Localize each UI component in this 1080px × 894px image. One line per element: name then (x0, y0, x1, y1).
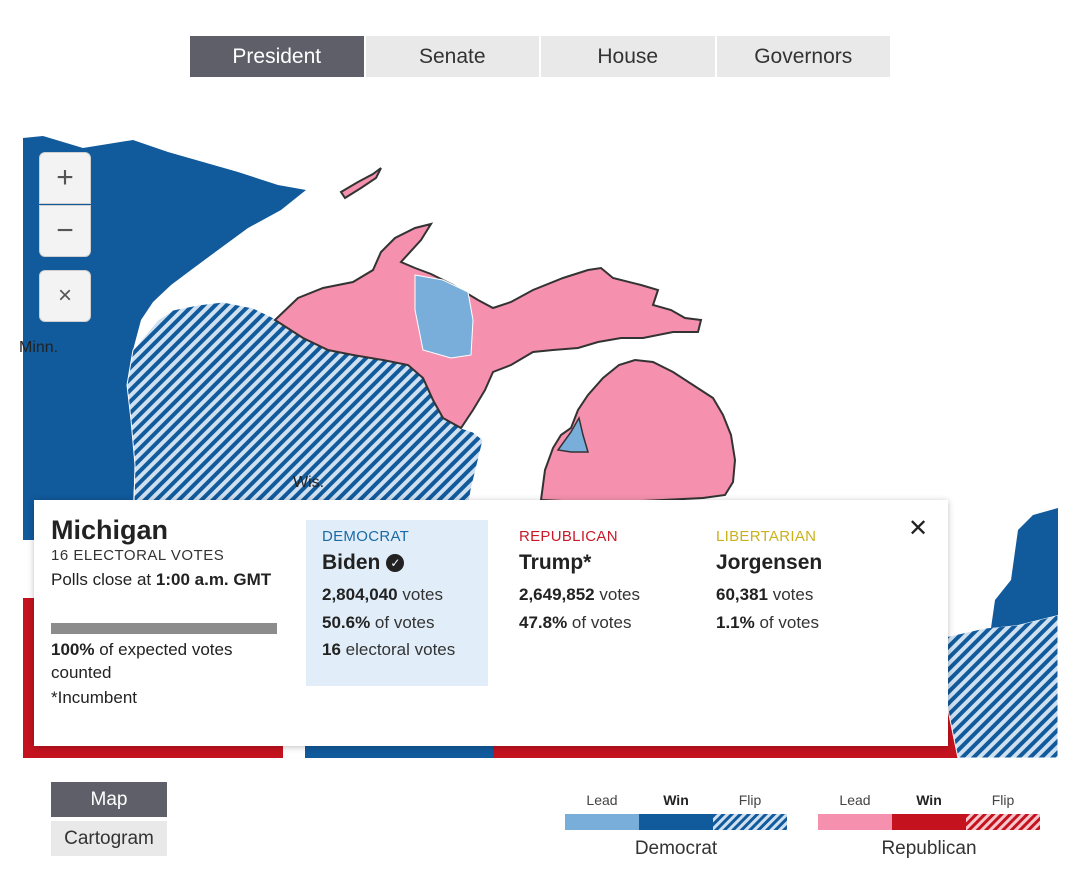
zoom-out-button[interactable]: − (39, 205, 91, 257)
votes-counted-text: 100% of expected votes counted (51, 640, 233, 682)
candidate-card-jorgensen: LIBERTARIAN Jorgensen 60,381 votes 1.1% … (700, 520, 882, 686)
tab-house[interactable]: House (541, 36, 717, 77)
votes-counted-bar (51, 623, 277, 634)
minnesota-region[interactable] (23, 136, 306, 540)
party-label: REPUBLICAN (519, 528, 618, 545)
democrat-legend: Lead Win Flip Democrat (565, 792, 787, 860)
candidate-percent: 47.8% of votes (519, 613, 632, 632)
isle-royale[interactable] (339, 167, 382, 200)
michigan-lower-peninsula[interactable] (539, 358, 737, 503)
legend-dem-flip-swatch (713, 814, 787, 830)
close-panel-button[interactable]: ✕ (908, 515, 929, 542)
candidate-votes: 60,381 votes (716, 585, 814, 604)
legend-rep-lead-swatch (818, 814, 892, 830)
marquette-county[interactable] (414, 274, 474, 359)
votes-counted-fill (51, 623, 277, 634)
candidate-name: Biden ✓ (322, 551, 472, 575)
legend-lead-label: Lead (839, 792, 871, 808)
legend-win-label: Win (663, 792, 689, 808)
candidate-votes: 2,804,040 votes (322, 585, 443, 604)
candidate-percent: 50.6% of votes (322, 613, 435, 632)
candidate-percent: 1.1% of votes (716, 613, 820, 632)
tab-governors[interactable]: Governors (716, 36, 890, 77)
candidate-name: Jorgensen (716, 551, 823, 574)
winner-check-icon: ✓ (386, 554, 405, 572)
legend-rep-win-swatch (892, 814, 966, 830)
candidate-votes: 2,649,852 votes (519, 585, 640, 604)
electoral-votes-count: 16 ELECTORAL VOTES (51, 547, 225, 564)
wisconsin-label: Wis. (293, 474, 325, 491)
candidate-electoral-votes: 16 electoral votes (322, 640, 456, 659)
tab-president[interactable]: President (190, 36, 366, 77)
pennsylvania-region[interactable] (940, 614, 1058, 758)
legend-dem-win-swatch (639, 814, 713, 830)
minnesota-label: Minn. (19, 339, 59, 356)
candidate-name: Trump* (519, 551, 592, 574)
cartogram-view-button[interactable]: Cartogram (51, 821, 167, 856)
legend-flip-label: Flip (738, 792, 762, 808)
map-view-button[interactable]: Map (51, 782, 167, 817)
legend-party-name: Democrat (634, 838, 718, 859)
incumbent-note: *Incumbent (51, 688, 137, 707)
state-info-panel: Michigan 16 ELECTORAL VOTES Polls close … (34, 500, 948, 746)
reset-view-button[interactable]: × (39, 270, 91, 322)
race-tabs: President Senate House Governors (190, 36, 890, 77)
candidate-card-biden: DEMOCRAT Biden ✓ 2,804,040 votes 50.6% of… (306, 520, 488, 686)
legend-party-name: Republican (881, 838, 977, 859)
zoom-in-button[interactable]: + (39, 152, 91, 204)
legend-rep-flip-swatch (966, 814, 1040, 830)
polls-close-text: Polls close at 1:00 a.m. GMT (51, 570, 272, 589)
legend-win-label: Win (916, 792, 942, 808)
grand-traverse-county[interactable] (556, 415, 590, 453)
party-label: DEMOCRAT (322, 528, 410, 545)
candidate-card-trump: REPUBLICAN Trump* 2,649,852 votes 47.8% … (503, 520, 685, 686)
republican-legend: Lead Win Flip Republican (818, 792, 1040, 860)
legend-flip-label: Flip (991, 792, 1015, 808)
new-york-region[interactable] (991, 508, 1058, 628)
party-label: LIBERTARIAN (716, 528, 817, 545)
tab-senate[interactable]: Senate (365, 36, 541, 77)
legend-lead-label: Lead (586, 792, 618, 808)
state-name: Michigan (51, 515, 169, 545)
legend-dem-lead-swatch (565, 814, 639, 830)
michigan-upper-peninsula[interactable] (273, 222, 703, 430)
